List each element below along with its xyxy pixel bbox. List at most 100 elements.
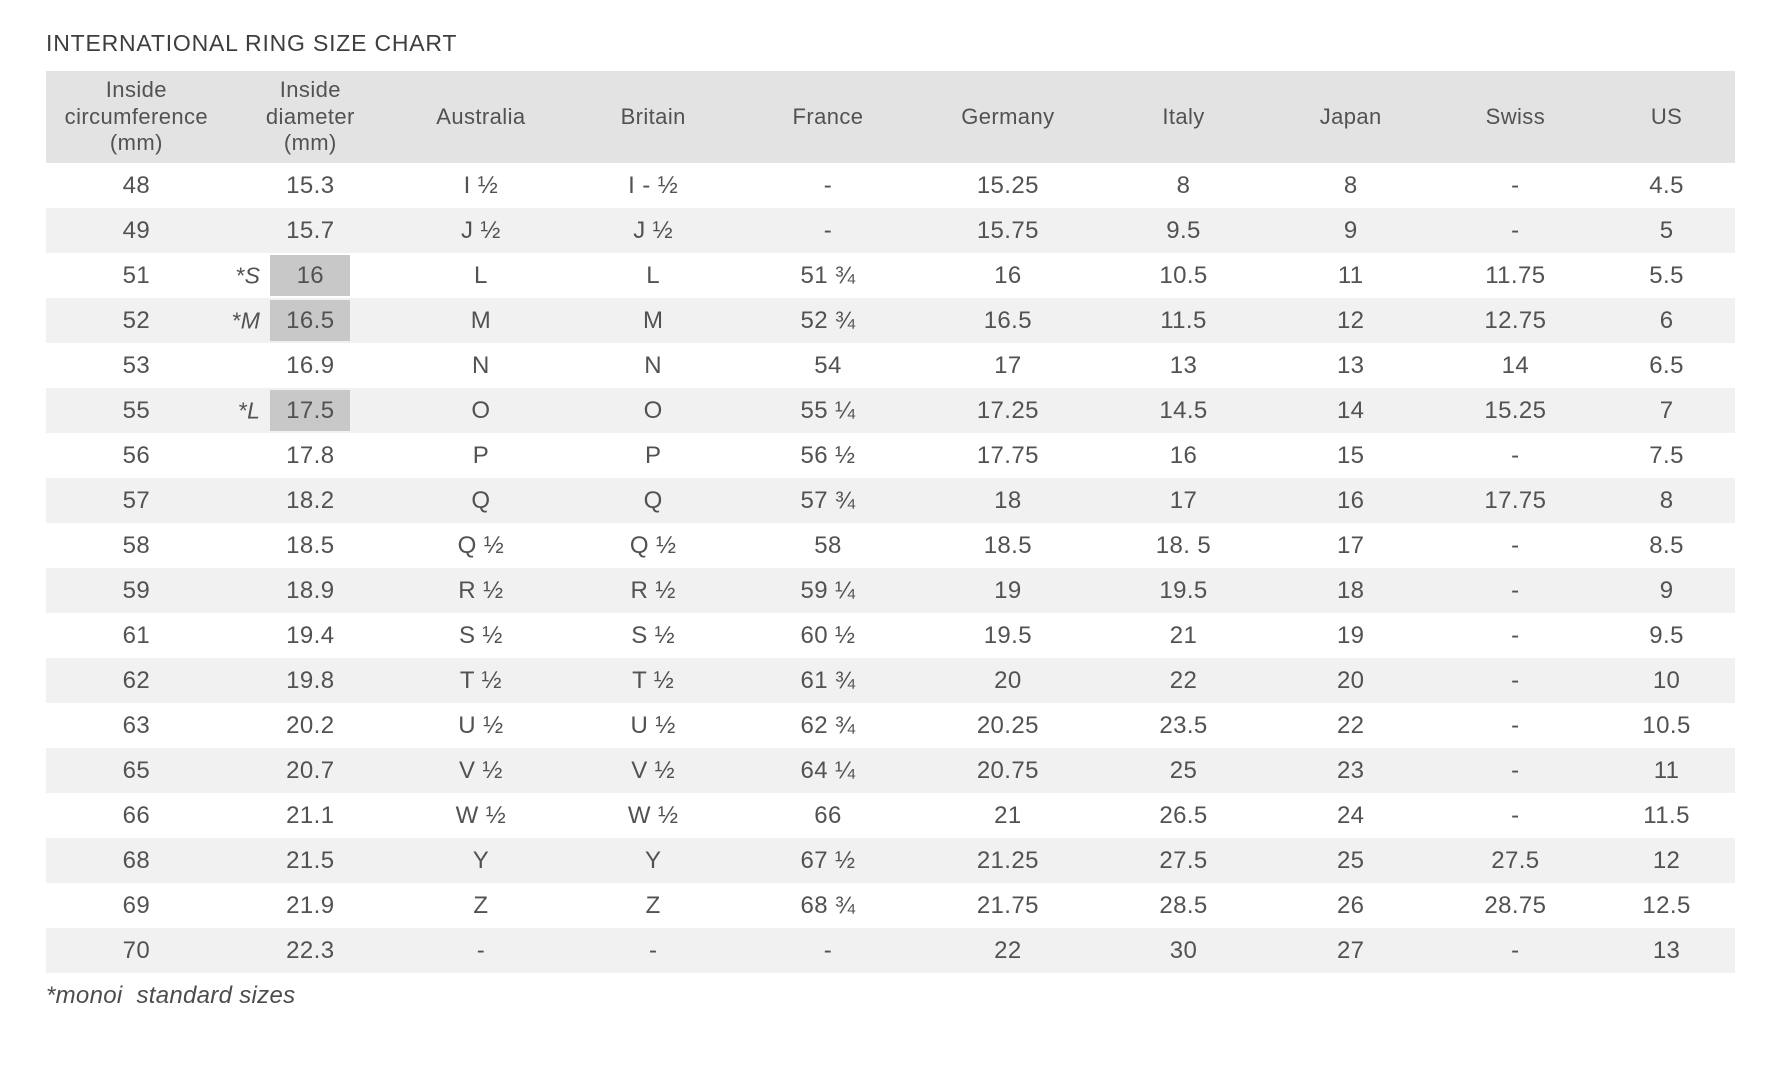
cell-germany: 21.25 xyxy=(976,846,1039,874)
cell-circumference: 51 xyxy=(122,261,151,289)
cell-us: 9.5 xyxy=(1649,621,1684,649)
ring-size-table: Inside circumference (mm) Inside diameter… xyxy=(46,71,1735,973)
table-row: 65 20.7 V ½ V ½ 64 ¼ 20.75 25 23 - 11 xyxy=(46,748,1735,793)
cell-us: 10.5 xyxy=(1642,711,1691,739)
column-header-us: US xyxy=(1598,71,1735,163)
cell-japan: 18 xyxy=(1336,576,1365,604)
column-header-britain: Britain xyxy=(567,71,739,163)
cell-us: 5 xyxy=(1659,216,1674,244)
table-row: 61 19.4 S ½ S ½ 60 ½ 19.5 21 19 - 9.5 xyxy=(46,613,1735,658)
cell-us: 8 xyxy=(1659,486,1674,514)
cell-australia: N xyxy=(472,351,490,379)
cell-france: 56 ½ xyxy=(800,441,856,469)
cell-us: 7 xyxy=(1659,396,1674,424)
cell-britain: Y xyxy=(644,846,662,874)
cell-france: 61 ¾ xyxy=(800,666,856,694)
diameter-wrap: 15.3 xyxy=(270,165,350,206)
cell-france: 64 ¼ xyxy=(800,756,856,784)
cell-japan: 12 xyxy=(1336,306,1365,334)
cell-swiss: 12.75 xyxy=(1484,306,1547,334)
table-row: 51 *S 16 L L 51 ¾ 16 10.5 11 11.75 5.5 xyxy=(46,253,1735,298)
cell-japan: 8 xyxy=(1343,171,1358,199)
diameter-wrap: 18.5 xyxy=(270,525,350,566)
cell-germany: 17.25 xyxy=(976,396,1039,424)
cell-france: 59 ¼ xyxy=(800,576,856,604)
table-row: 69 21.9 Z Z 68 ¾ 21.75 28.5 26 28.75 12.5 xyxy=(46,883,1735,928)
table-row: 68 21.5 Y Y 67 ½ 21.25 27.5 25 27.5 12 xyxy=(46,838,1735,883)
cell-diameter: 21.1 xyxy=(227,793,394,838)
cell-italy: 19.5 xyxy=(1159,576,1208,604)
diameter-wrap: 22.3 xyxy=(270,930,350,971)
cell-germany: 21 xyxy=(994,801,1022,829)
cell-france: - xyxy=(823,936,833,964)
cell-diameter: 15.7 xyxy=(227,208,394,253)
cell-australia: Q xyxy=(471,486,491,514)
cell-germany: 16 xyxy=(994,261,1022,289)
cell-diameter: 17.8 xyxy=(227,433,394,478)
cell-australia: U ½ xyxy=(458,711,504,739)
diameter-value: 18.2 xyxy=(286,487,335,514)
cell-circumference: 66 xyxy=(122,801,151,829)
cell-france: 66 xyxy=(814,801,842,829)
cell-britain: J ½ xyxy=(633,216,674,244)
cell-swiss: - xyxy=(1511,756,1520,784)
cell-swiss: 14 xyxy=(1501,351,1530,379)
cell-australia: R ½ xyxy=(458,576,504,604)
cell-diameter: 18.5 xyxy=(227,523,394,568)
cell-germany: 20.75 xyxy=(976,756,1039,784)
cell-circumference: 58 xyxy=(122,531,151,559)
cell-diameter: 16.9 xyxy=(227,343,394,388)
diameter-value: 15.3 xyxy=(286,172,335,199)
table-header: Inside circumference (mm) Inside diameter… xyxy=(46,71,1735,163)
cell-japan: 24 xyxy=(1336,801,1365,829)
cell-britain: L xyxy=(646,261,661,289)
cell-france: 60 ½ xyxy=(800,621,856,649)
cell-japan: 20 xyxy=(1336,666,1365,694)
cell-italy: 10.5 xyxy=(1159,261,1208,289)
cell-france: - xyxy=(823,216,833,244)
cell-swiss: - xyxy=(1511,576,1520,604)
cell-swiss: 17.75 xyxy=(1484,486,1547,514)
cell-germany: 19 xyxy=(994,576,1022,604)
diameter-value: 20.2 xyxy=(286,712,335,739)
cell-italy: 26.5 xyxy=(1159,801,1208,829)
cell-diameter: 21.5 xyxy=(227,838,394,883)
cell-france: 58 xyxy=(814,531,842,559)
diameter-wrap: 17.8 xyxy=(270,435,350,476)
cell-australia: Q ½ xyxy=(457,531,505,559)
cell-germany: 17 xyxy=(994,351,1022,379)
cell-italy: 17 xyxy=(1169,486,1198,514)
diameter-wrap: 19.4 xyxy=(270,615,350,656)
diameter-value: 21.1 xyxy=(286,802,335,829)
diameter-value: 21.9 xyxy=(286,892,335,919)
cell-diameter: 20.2 xyxy=(227,703,394,748)
table-row: 52 *M 16.5 M M 52 ¾ 16.5 11.5 12 12.75 6 xyxy=(46,298,1735,343)
table-row: 48 15.3 I ½ I - ½ - 15.25 8 8 - 4.5 xyxy=(46,163,1735,208)
cell-diameter: 20.7 xyxy=(227,748,394,793)
cell-us: 7.5 xyxy=(1649,441,1684,469)
cell-australia: S ½ xyxy=(458,621,503,649)
diameter-wrap: *L 17.5 xyxy=(238,390,351,431)
diameter-wrap: 21.1 xyxy=(270,795,350,836)
cell-swiss: - xyxy=(1511,621,1520,649)
diameter-value: 15.7 xyxy=(286,217,335,244)
cell-britain: S ½ xyxy=(631,621,676,649)
column-header-swiss: Swiss xyxy=(1432,71,1599,163)
column-header-germany: Germany xyxy=(917,71,1099,163)
cell-italy: 16 xyxy=(1169,441,1198,469)
cell-circumference: 61 xyxy=(122,621,151,649)
cell-britain: P xyxy=(644,441,662,469)
cell-britain: Q ½ xyxy=(629,531,677,559)
cell-japan: 14 xyxy=(1336,396,1365,424)
cell-swiss: - xyxy=(1511,711,1520,739)
diameter-value: 21.5 xyxy=(286,847,335,874)
cell-us: 13 xyxy=(1652,936,1681,964)
cell-britain: M xyxy=(642,306,664,334)
cell-circumference: 70 xyxy=(122,936,151,964)
cell-italy: 27.5 xyxy=(1159,846,1208,874)
cell-italy: 14.5 xyxy=(1159,396,1208,424)
cell-italy: 18. 5 xyxy=(1155,531,1212,559)
cell-britain: T ½ xyxy=(632,666,675,694)
cell-diameter: *L 17.5 xyxy=(227,388,394,433)
cell-france: 68 ¾ xyxy=(800,891,856,919)
